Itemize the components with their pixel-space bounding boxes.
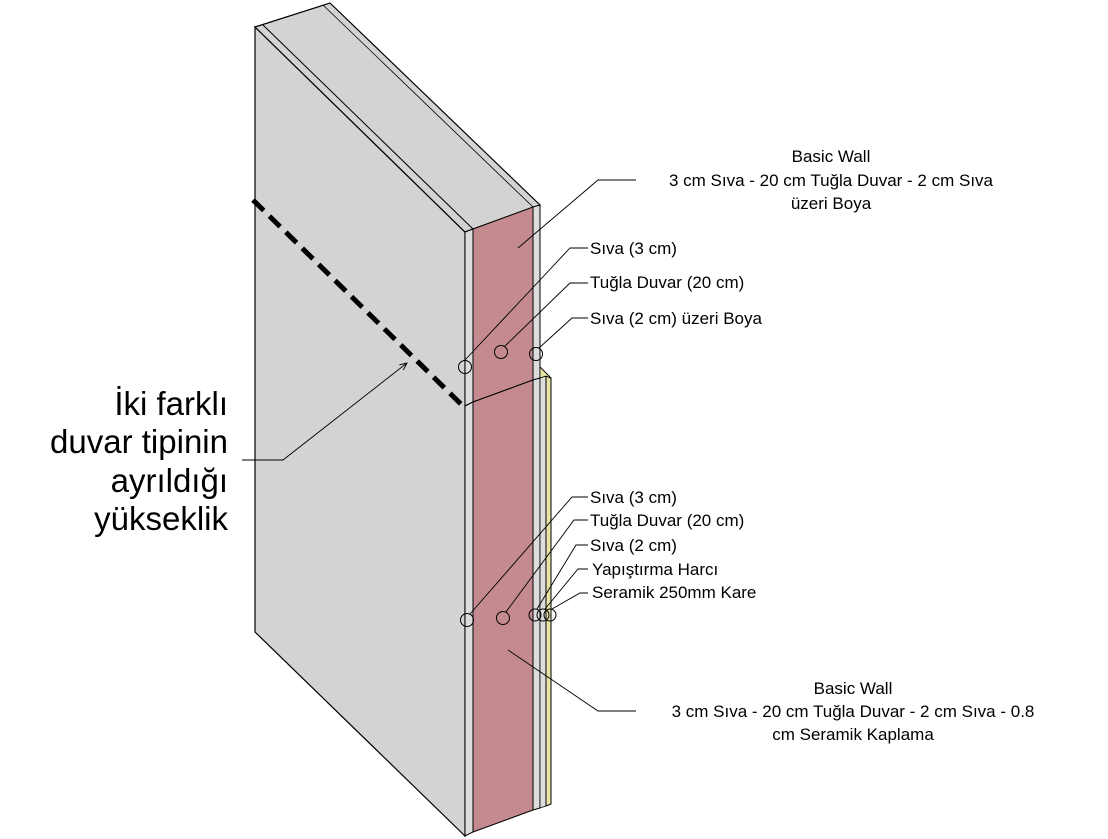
marker-lower-plaster-3cm [460, 613, 474, 627]
leader-split-height [242, 363, 407, 461]
leader-upper-plaster-2cm [538, 317, 588, 349]
leader-lower-plaster-2cm [536, 544, 588, 610]
marker-lower-brick [496, 611, 510, 625]
top-plaster-edge [262, 24, 474, 230]
lower-wall-finish: cm Seramik Kaplama [772, 725, 934, 744]
leader-lower-wall-type [507, 649, 636, 712]
adhesive-mortar [539, 375, 547, 809]
leader-upper-wall-type [517, 179, 636, 249]
leader-lower-plaster-3cm [469, 496, 588, 615]
upper-wall-title: Basic Wall [792, 147, 871, 166]
plaster-3cm-upper [464, 228, 474, 407]
marker-upper-brick [494, 345, 508, 359]
leader-lower-tile [551, 592, 588, 610]
upper-wall-finish: üzeri Boya [791, 194, 872, 213]
lower-layer-label: Sıva (2 cm) [590, 536, 677, 555]
top-inner-edge [322, 4, 534, 208]
leader-upper-plaster-3cm [464, 247, 588, 361]
upper-layer-label: Sıva (2 cm) üzeri Boya [590, 309, 762, 328]
marker-upper-plaster-3cm [458, 360, 472, 374]
lower-wall-title: Basic Wall [814, 679, 893, 698]
marker-lower-adhesive [536, 608, 550, 622]
leader-lower-brick [505, 519, 588, 613]
lower-wall-composition: 3 cm Sıva - 20 cm Tuğla Duvar - 2 cm Sıv… [672, 702, 1035, 721]
ceramic-tile [545, 375, 552, 807]
leader-upper-brick [504, 282, 588, 347]
split-note-line: ayrıldığı [111, 462, 228, 499]
brick-20cm-upper [472, 206, 534, 403]
lower-layer-label: Yapıştırma Harcı [592, 560, 718, 579]
lower-layer-label: Sıva (3 cm) [590, 488, 677, 507]
upper-layer-label: Sıva (3 cm) [590, 239, 677, 258]
split-note-line: İki farklı [114, 385, 228, 422]
upper-wall-composition: 3 cm Sıva - 20 cm Tuğla Duvar - 2 cm Sıv… [669, 171, 994, 190]
split-note-line: duvar tipinin [50, 423, 228, 460]
marker-lower-tile [543, 608, 557, 622]
tile-top-cap [539, 366, 552, 379]
upper-layer-label: Tuğla Duvar (20 cm) [590, 273, 744, 292]
split-note-line: yükseklik [94, 500, 228, 537]
brick-20cm-lower [472, 379, 534, 833]
lower-layer-label: Seramik 250mm Kare [592, 583, 756, 602]
plaster-2cm-painted [532, 204, 541, 381]
split-height-dashed-line [251, 198, 467, 410]
marker-lower-plaster-2cm [528, 608, 542, 622]
lower-layer-label: Tuğla Duvar (20 cm) [590, 511, 744, 530]
leader-lower-adhesive [544, 568, 588, 610]
plaster-2cm-lower [532, 377, 541, 811]
marker-upper-plaster-2cm [529, 347, 543, 361]
plaster-3cm-lower [464, 401, 474, 837]
